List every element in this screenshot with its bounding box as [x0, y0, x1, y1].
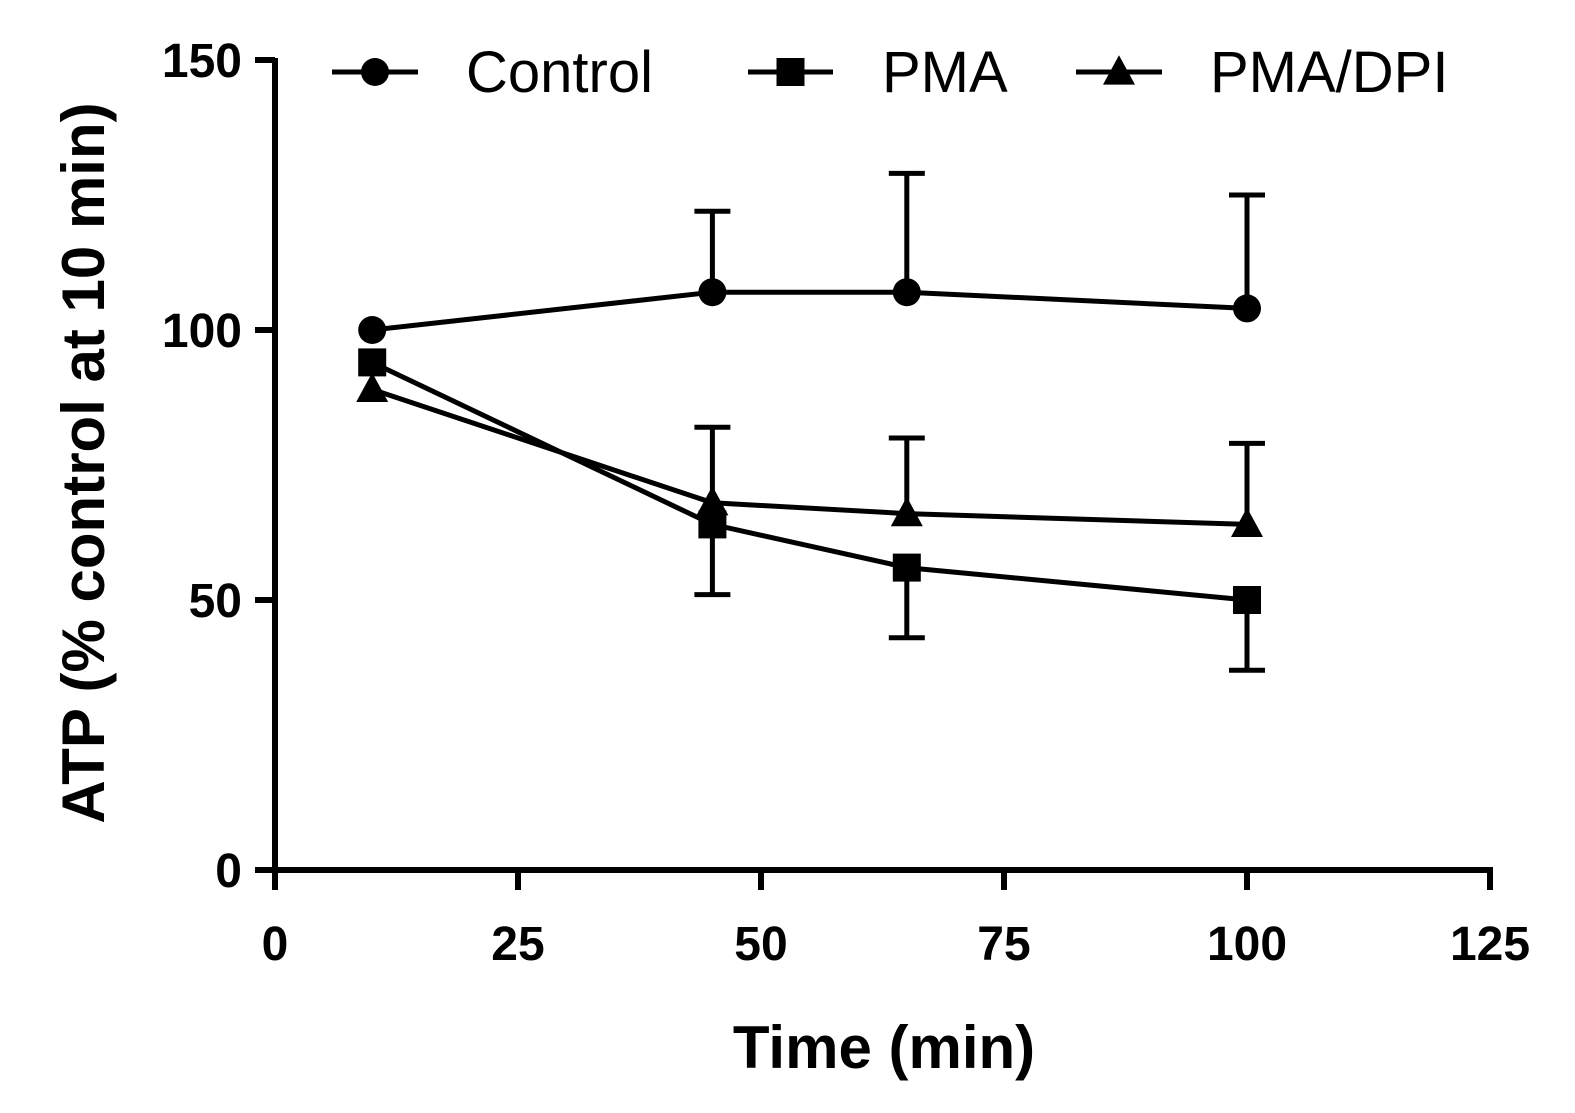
legend-label: PMA/DPI [1210, 40, 1449, 105]
data-point [356, 372, 389, 402]
data-point [1233, 294, 1261, 323]
legend-marker [776, 58, 805, 86]
legend-item: Control [332, 40, 653, 105]
legend-label: Control [466, 40, 653, 105]
data-point [890, 496, 923, 527]
data-point [698, 278, 727, 307]
y-tick-label: 50 [189, 575, 242, 628]
data-point [892, 553, 921, 582]
data-point [358, 348, 387, 377]
series [356, 170, 1265, 673]
data-point [892, 278, 921, 307]
legend-item: PMA [748, 40, 1008, 105]
axes [272, 58, 1493, 873]
y-tick-label: 0 [215, 845, 242, 898]
x-tick-label: 25 [491, 918, 544, 971]
x-tick-label: 100 [1207, 918, 1287, 971]
legend-label: PMA [882, 40, 1008, 105]
y-axis-title: ATP (% control at 10 min) [50, 102, 117, 823]
legend: Control PMA PMA/DPI [332, 40, 1449, 105]
series-line [371, 387, 1248, 527]
series-pma-dpi [356, 372, 1265, 537]
data-point [1231, 507, 1263, 537]
x-tick-label: 50 [734, 918, 787, 971]
series-line [371, 289, 1248, 333]
series-control [358, 170, 1265, 344]
legend-marker [361, 58, 389, 86]
legend-item: PMA/DPI [1076, 40, 1449, 105]
x-tick-label: 125 [1450, 918, 1530, 971]
x-axis-title: Time (min) [733, 1014, 1035, 1081]
y-tick-label: 150 [162, 35, 242, 88]
series-line [371, 360, 1248, 603]
y-tick-label: 100 [162, 305, 242, 358]
data-point [696, 486, 729, 516]
data-point [358, 316, 387, 344]
x-tick-label: 75 [977, 918, 1030, 971]
legend-marker [1103, 55, 1135, 85]
data-point [1233, 586, 1261, 614]
ticks: 0 25 50 75 100 125 0 50 100 150 [162, 35, 1530, 971]
x-tick-label: 0 [262, 918, 289, 971]
